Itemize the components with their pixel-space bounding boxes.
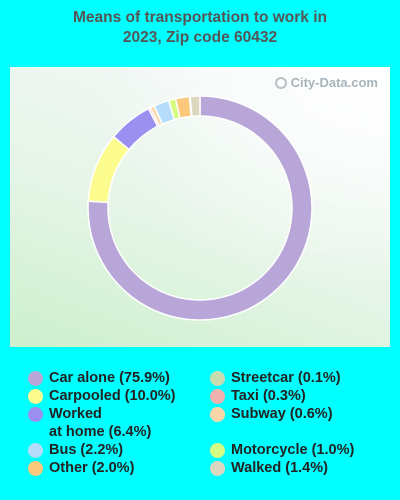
legend-item-carpooled: Carpooled (10.0%): [28, 387, 176, 405]
legend-label: Walked (1.4%): [231, 459, 328, 477]
chart-title-line-2: 2023, Zip code 60432: [122, 29, 278, 46]
legend-label: Carpooled (10.0%): [49, 387, 176, 405]
legend-label: Taxi (0.3%): [231, 387, 306, 405]
legend: Car alone (75.9%) Carpooled (10.0%) Worked…: [0, 364, 400, 494]
legend-item-other: Other (2.0%): [28, 459, 134, 477]
legend-label: Other (2.0%): [49, 459, 134, 477]
legend-label: Streetcar (0.1%): [231, 369, 341, 387]
legend-item-worked-at-home: Worked at home (6.4%): [28, 405, 151, 441]
chart-title-line-1: Means of transportation to work in: [72, 9, 328, 26]
legend-label-line: Taxi (0.3%): [231, 388, 306, 404]
legend-item-subway: Subway (0.6%): [210, 405, 333, 423]
legend-swatch: [210, 461, 225, 476]
legend-label-line: Streetcar (0.1%): [231, 370, 341, 386]
slice-car-alone: [87, 95, 313, 321]
legend-label: Subway (0.6%): [231, 405, 333, 423]
legend-swatch: [28, 371, 43, 386]
legend-label-line: Motorcycle (1.0%): [231, 442, 355, 458]
watermark: City-Data.com: [274, 75, 378, 90]
legend-label: Car alone (75.9%): [49, 369, 170, 387]
legend-item-walked: Walked (1.4%): [210, 459, 328, 477]
plot-area: City-Data.com: [10, 67, 390, 347]
slice-carpooled: [87, 135, 131, 204]
legend-item-taxi: Taxi (0.3%): [210, 387, 306, 405]
legend-swatch: [210, 371, 225, 386]
legend-label-line: Bus (2.2%): [49, 442, 124, 458]
legend-label-line: Subway (0.6%): [231, 406, 333, 422]
legend-swatch: [28, 407, 43, 422]
legend-item-motorcycle: Motorcycle (1.0%): [210, 441, 354, 459]
chart-title: Means of transportation to work in 2023,…: [0, 8, 400, 48]
legend-label-line: Carpooled (10.0%): [49, 388, 176, 404]
legend-label: Bus (2.2%): [49, 441, 123, 459]
legend-label-line: Car alone (75.9%): [49, 370, 170, 386]
legend-label-line: at home (6.4%): [49, 424, 152, 440]
legend-label-line: Other (2.0%): [49, 460, 135, 476]
magnifier-icon: [274, 76, 287, 89]
legend-item-streetcar: Streetcar (0.1%): [210, 369, 341, 387]
legend-swatch: [28, 461, 43, 476]
watermark-text: City-Data.com: [290, 75, 378, 90]
legend-swatch: [28, 443, 43, 458]
legend-swatch: [210, 389, 225, 404]
legend-label-line: Worked: [49, 406, 102, 422]
legend-item-car-alone: Car alone (75.9%): [28, 369, 170, 387]
legend-swatch: [210, 443, 225, 458]
legend-label: Worked at home (6.4%): [49, 405, 151, 441]
legend-swatch: [28, 389, 43, 404]
slice-walked: [189, 95, 201, 118]
donut-chart: [87, 95, 313, 321]
legend-label-line: Walked (1.4%): [231, 460, 328, 476]
legend-label: Motorcycle (1.0%): [231, 441, 354, 459]
legend-swatch: [210, 407, 225, 422]
legend-item-bus: Bus (2.2%): [28, 441, 123, 459]
